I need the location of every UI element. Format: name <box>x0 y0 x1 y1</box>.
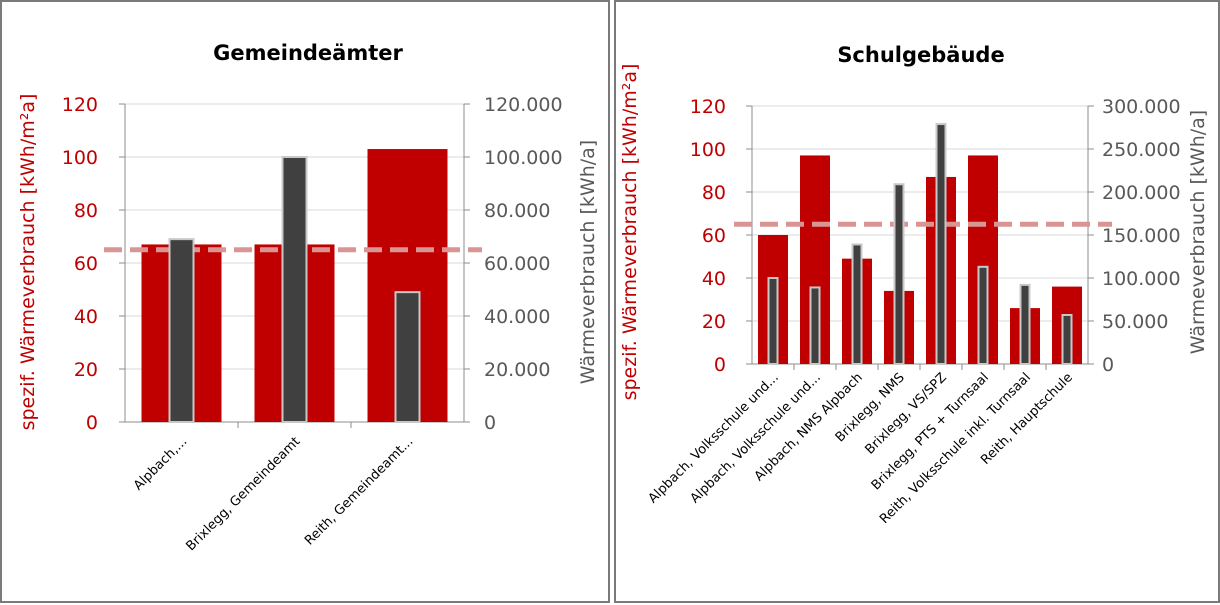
left-axis-title: spezif. Wärmeverbrauch [kWh/m²a] <box>17 94 39 431</box>
right-tick-label: 20.000 <box>484 359 550 381</box>
secondary-bar-8 <box>1061 313 1073 366</box>
secondary-bar-1 <box>767 277 779 365</box>
chart-gemeindeaemter: Gemeindeämter 0 0 20 20.000 40 40.000 60 60.000 8… <box>17 41 599 554</box>
right-axis-title: Wärmeverbrauch [kWh/a] <box>577 140 599 384</box>
left-tick-label: 100 <box>690 139 726 161</box>
left-tick-label: 20 <box>702 311 726 333</box>
right-tick-label: 80.000 <box>484 200 550 222</box>
right-tick-label: 60.000 <box>484 253 550 275</box>
left-tick-label: 80 <box>74 200 98 222</box>
secondary-bar-1 <box>168 238 195 423</box>
right-tick-label: 40.000 <box>484 306 550 328</box>
secondary-bar-3 <box>851 243 863 366</box>
category-label: Reith, Volksschule inkl. Turnsaal <box>877 370 1034 527</box>
left-tick-label: 20 <box>74 359 98 381</box>
right-tick-label: 100.000 <box>1102 268 1181 290</box>
secondary-bar-7 <box>1019 283 1031 366</box>
left-tick-label: 0 <box>714 354 726 376</box>
chart-title: Gemeindeämter <box>213 41 403 65</box>
left-tick-label: 0 <box>86 412 98 434</box>
right-tick-label: 300.000 <box>1102 96 1181 118</box>
left-tick-label: 40 <box>702 268 726 290</box>
chart-title: Schulgebäude <box>837 43 1004 67</box>
secondary-bar-4 <box>893 183 905 365</box>
secondary-bar-3 <box>394 291 421 423</box>
chart-panel-schulgebaeude: Schulgebäude 0 0 20 50.000 40 100.000 60 150.000… <box>614 0 1220 603</box>
left-tick-label: 60 <box>702 225 726 247</box>
right-tick-label: 200.000 <box>1102 182 1181 204</box>
left-tick-label: 120 <box>690 96 726 118</box>
left-axis-title: spezif. Wärmeverbrauch [kWh/m²a] <box>619 64 641 401</box>
chart-schulgebaeude: Schulgebäude 0 0 20 50.000 40 100.000 60 150.000… <box>619 43 1209 527</box>
secondary-bar-2 <box>281 156 308 423</box>
category-label: Alpbach,... <box>131 434 190 493</box>
right-tick-label: 100.000 <box>484 147 563 169</box>
left-tick-label: 100 <box>62 147 98 169</box>
right-tick-label: 120.000 <box>484 94 563 116</box>
left-tick-label: 60 <box>74 253 98 275</box>
secondary-bar-2 <box>809 286 821 365</box>
right-tick-label: 0 <box>484 412 496 434</box>
category-label: Reith, Gemeindeamt... <box>302 434 416 548</box>
right-tick-label: 50.000 <box>1102 311 1168 333</box>
right-tick-label: 150.000 <box>1102 225 1181 247</box>
left-tick-label: 40 <box>74 306 98 328</box>
left-tick-label: 120 <box>62 94 98 116</box>
right-axis-title: Wärmeverbrauch [kWh/a] <box>1187 110 1209 354</box>
chart-panel-gemeindeaemter: Gemeindeämter 0 0 20 20.000 40 40.000 60 60.000 8… <box>0 0 610 603</box>
right-tick-label: 250.000 <box>1102 139 1181 161</box>
right-tick-label: 0 <box>1102 354 1114 376</box>
secondary-bar-6 <box>977 265 989 366</box>
secondary-bar-5 <box>935 123 947 365</box>
left-tick-label: 80 <box>702 182 726 204</box>
category-label: Brixlegg, Gemeindeamt <box>183 434 303 554</box>
